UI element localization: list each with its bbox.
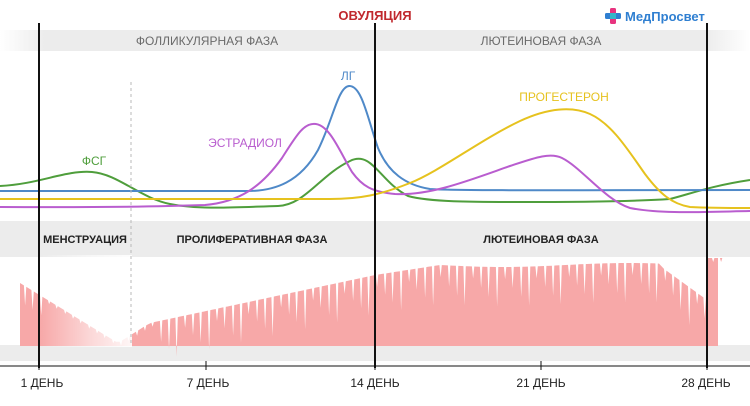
progesterone-label: ПРОГЕСТЕРОН [519,90,609,104]
tick-label-day-28: 28 ДЕНЬ [681,376,730,390]
fsh-label: ФСГ [82,154,107,168]
ovulation-label: ОВУЛЯЦИЯ [338,8,411,23]
endometrium-thickness-shape [20,258,723,357]
logo: МедПросвет [605,8,705,24]
proliferative-phase-label: ПРОЛИФЕРАТИВНАЯ ФАЗА [177,234,328,246]
follicular-phase-label: ФОЛЛИКУЛЯРНАЯ ФАЗА [136,34,278,48]
tick-label-day-1: 1 ДЕНЬ [21,376,64,390]
medical-cross-icon [605,8,621,24]
fsh-curve [0,157,750,209]
tick-label-day-14: 14 ДЕНЬ [350,376,399,390]
tick-label-day-7: 7 ДЕНЬ [187,376,230,390]
logo-text: МедПросвет [625,9,705,24]
lh-label: ЛГ [341,69,356,83]
luteal-endometrium-label: ЛЮТЕИНОВАЯ ФАЗА [483,234,599,246]
estradiol-label: ЭСТРАДИОЛ [208,136,282,150]
progesterone-curve [0,108,750,209]
menstruation-fade-overlay [40,255,132,347]
menstruation-label: МЕНСТРУАЦИЯ [43,234,127,246]
estradiol-curve [0,122,750,214]
luteal-phase-label: ЛЮТЕИНОВАЯ ФАЗА [481,34,602,48]
tick-label-day-21: 21 ДЕНЬ [516,376,565,390]
